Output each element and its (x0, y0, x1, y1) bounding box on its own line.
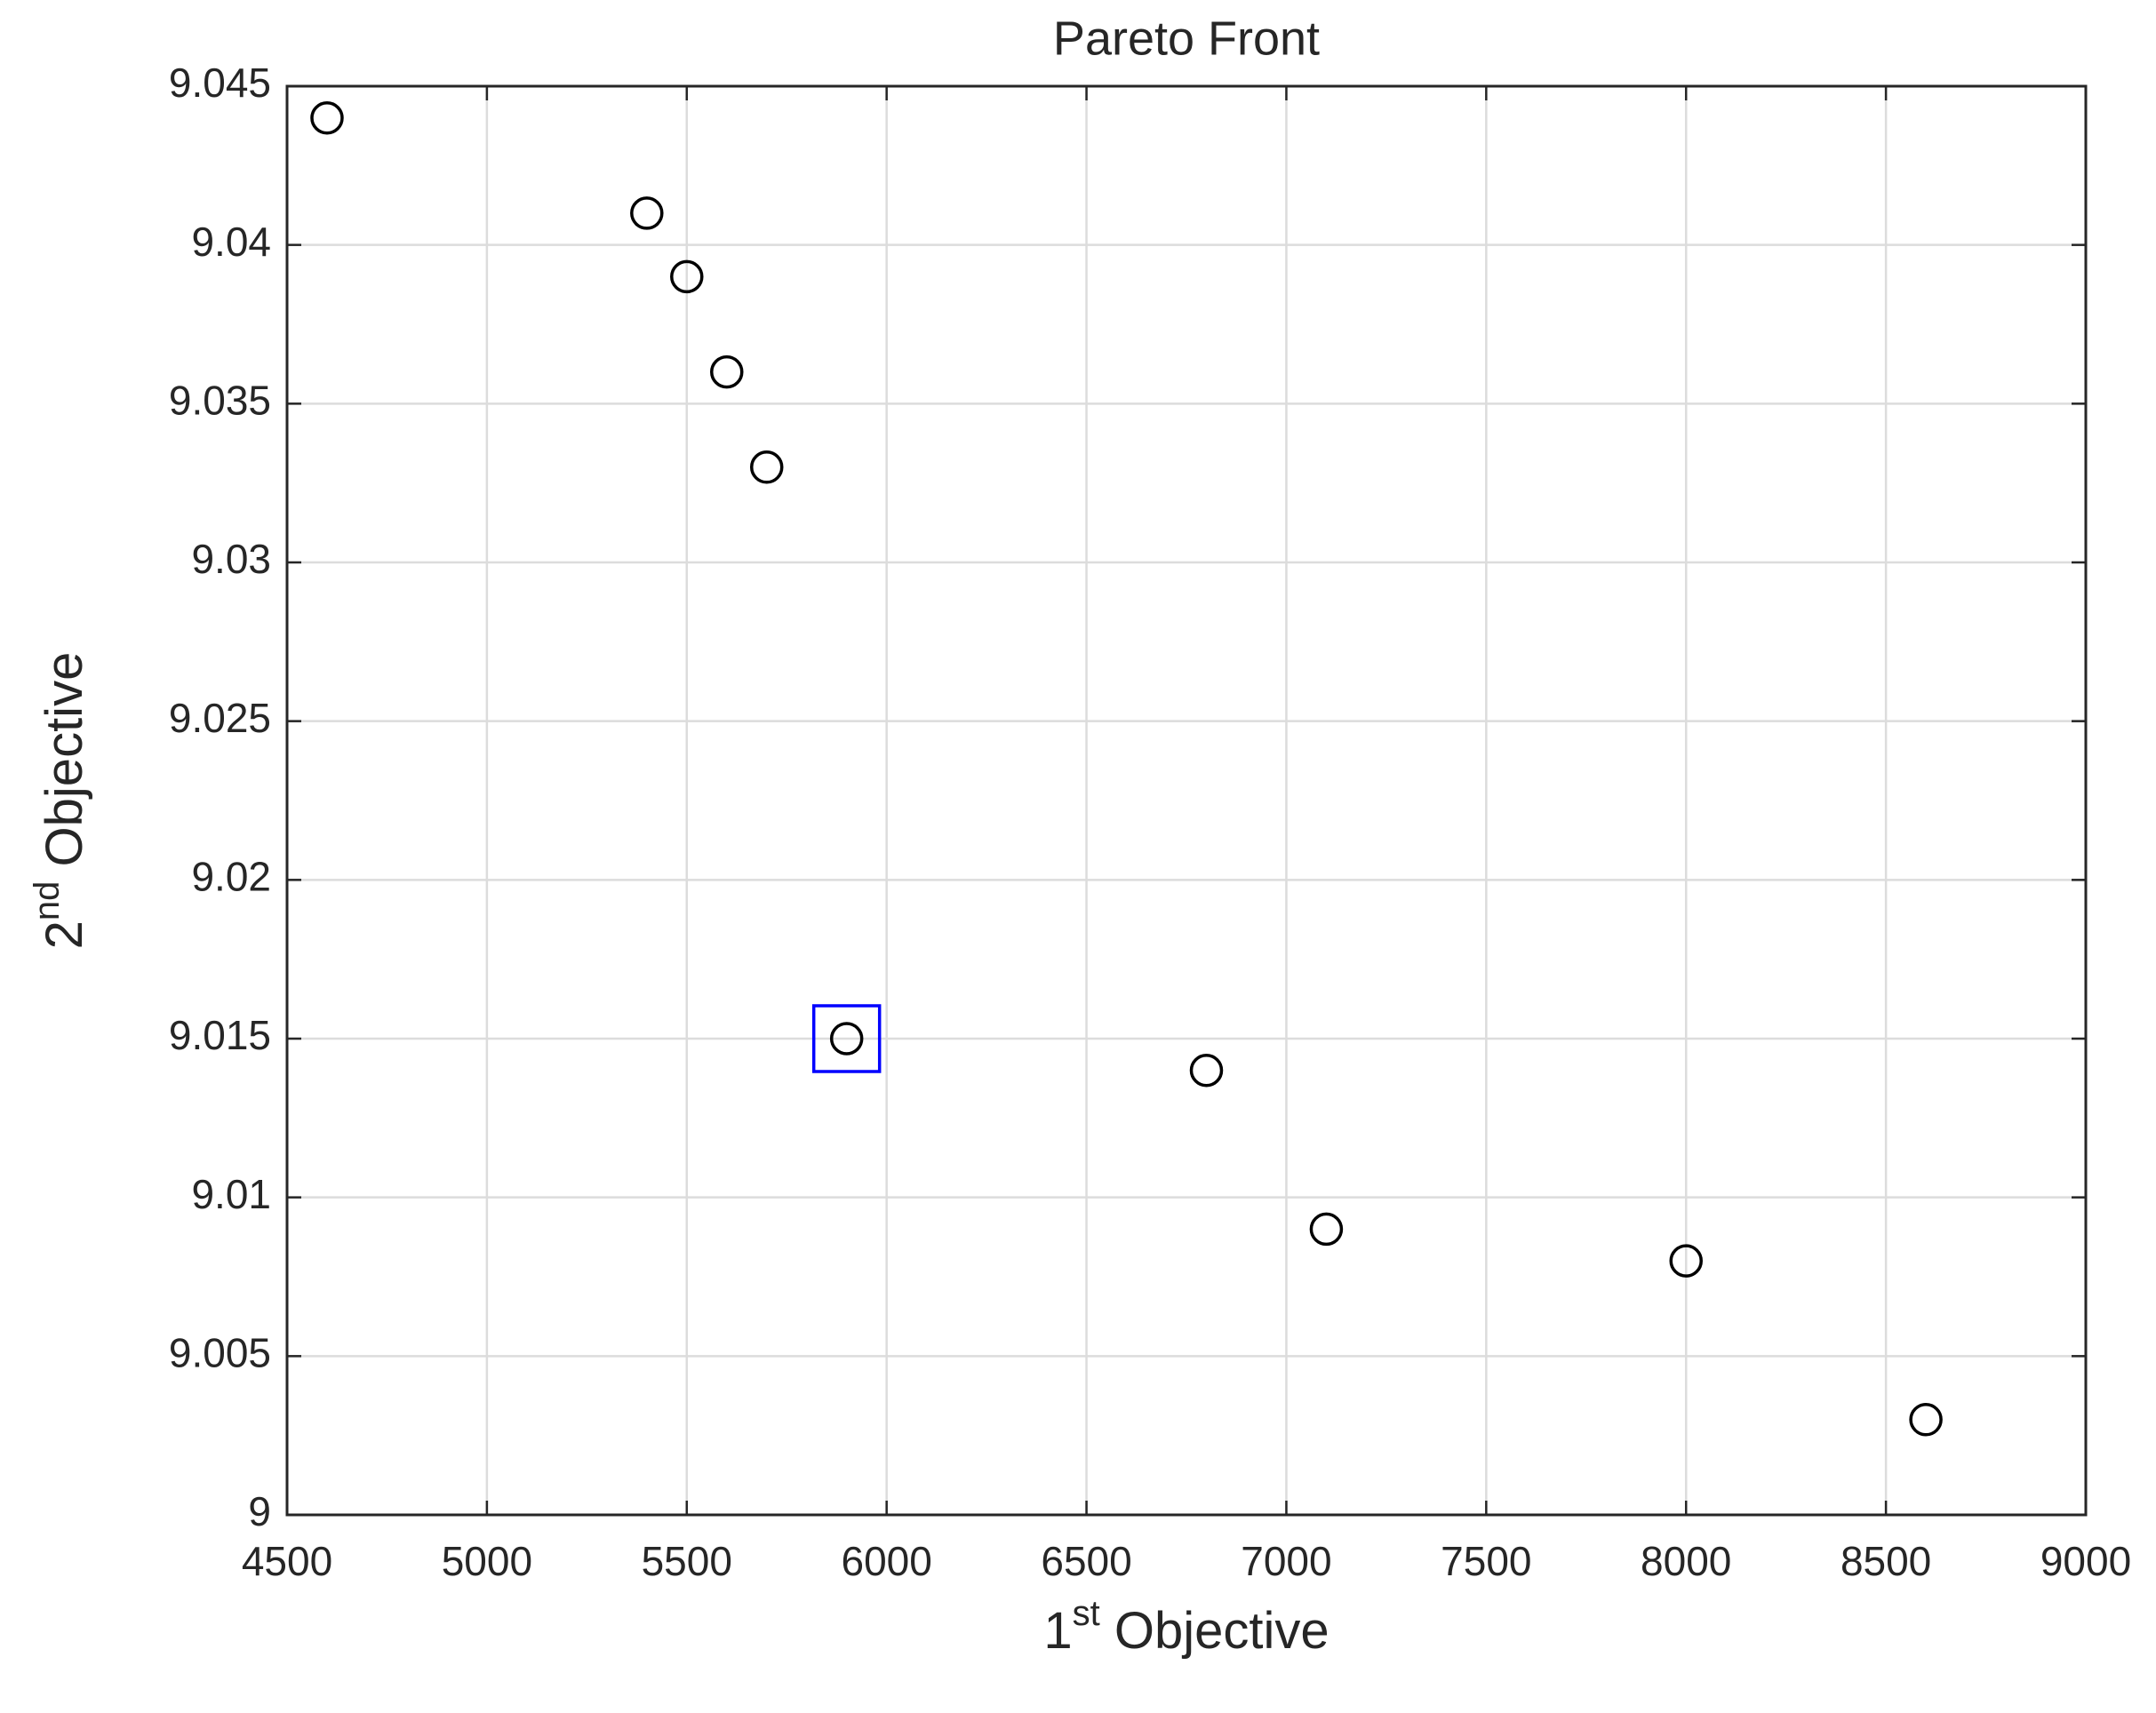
y-tick-label: 9.035 (169, 377, 271, 423)
point (670, 259, 704, 294)
point (310, 100, 344, 135)
x-tick-label: 6000 (841, 1538, 931, 1584)
point (1909, 1403, 1943, 1437)
x-tick-label: 8500 (1841, 1538, 1931, 1584)
x-tick-label: 5500 (642, 1538, 732, 1584)
y-axis-label: 2nd Objective (28, 652, 94, 950)
highlight-marker (811, 1004, 882, 1073)
y-tick-label: 9.025 (169, 695, 271, 741)
point (1669, 1244, 1703, 1278)
y-label-sup: nd (28, 881, 67, 921)
y-tick-label: 9.03 (191, 536, 271, 582)
y-tick-label: 9.015 (169, 1012, 271, 1058)
x-tick-label: 9000 (2040, 1538, 2131, 1584)
y-label-part: Objective (36, 652, 93, 881)
y-tick-label: 9 (248, 1488, 271, 1534)
point (630, 196, 664, 230)
x-tick-label: 5000 (442, 1538, 532, 1584)
y-tick-label: 9.04 (191, 219, 271, 265)
point (829, 1022, 864, 1056)
point (1189, 1053, 1224, 1088)
y-tick-label: 9.005 (169, 1329, 271, 1375)
y-label-part: 2 (36, 920, 93, 949)
y-tick-label: 9.02 (191, 853, 271, 899)
y-tick-label: 9.045 (169, 60, 271, 106)
x-tick-label: 6500 (1041, 1538, 1131, 1584)
x-label-part: Objective (1100, 1602, 1330, 1660)
x-label-part: 1 (1043, 1602, 1072, 1660)
point (749, 450, 784, 484)
x-tick-label: 7500 (1441, 1538, 1531, 1584)
x-axis-label: 1st Objective (1043, 1594, 1329, 1661)
x-tick-label: 8000 (1641, 1538, 1731, 1584)
point (1309, 1212, 1344, 1247)
y-tick-label: 9.01 (191, 1171, 271, 1217)
plot-frame (285, 84, 2088, 1517)
x-tick-label: 7000 (1241, 1538, 1331, 1584)
chart-title: Pareto Front (1053, 12, 1320, 65)
x-label-sup: st (1073, 1594, 1100, 1633)
point (710, 355, 744, 389)
x-tick-label: 4500 (242, 1538, 332, 1584)
